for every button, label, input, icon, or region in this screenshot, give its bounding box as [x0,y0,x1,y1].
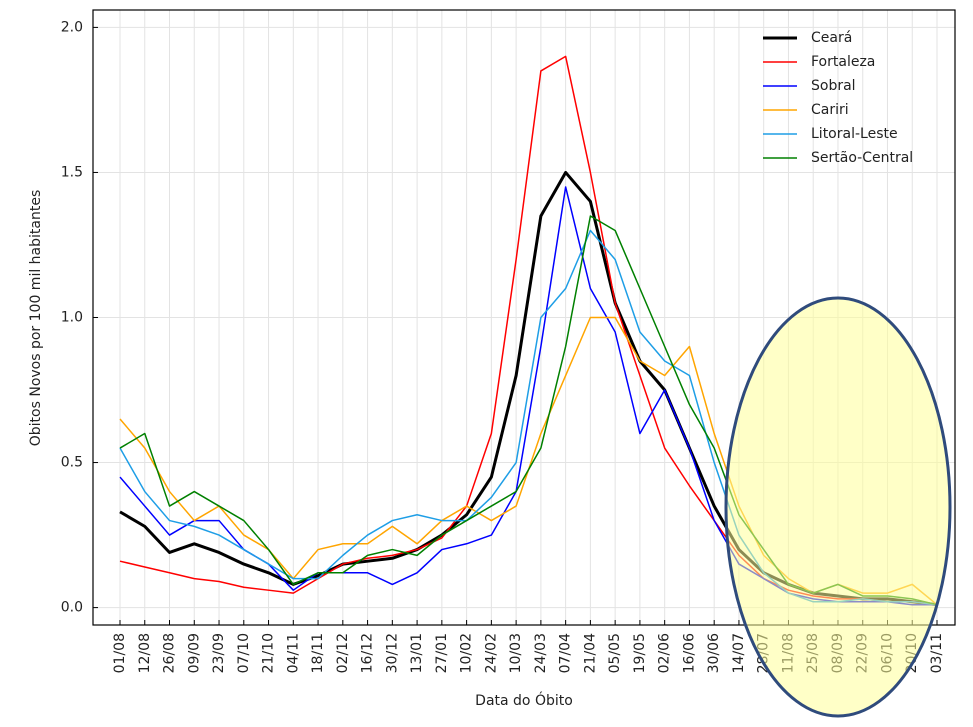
y-tick-label: 1.5 [61,164,83,180]
x-tick-label: 10/02 [459,633,475,673]
legend-label: Fortaleza [811,54,875,70]
x-tick-label: 19/05 [632,633,648,673]
x-tick-label: 26/08 [162,633,178,673]
x-tick-label: 02/12 [335,633,351,673]
x-tick-label: 23/09 [211,633,227,673]
x-tick-label: 03/11 [929,633,945,673]
x-axis-title: Data do Óbito [475,691,573,709]
x-tick-label: 16/12 [360,633,376,673]
x-tick-label: 27/01 [434,633,450,673]
x-tick-label: 18/11 [310,633,326,673]
y-tick-label: 0.0 [61,600,83,616]
x-tick-label: 01/08 [112,633,128,673]
x-tick-label: 07/04 [558,633,574,673]
x-tick-label: 02/06 [657,633,673,673]
x-tick-label: 10/03 [508,633,524,673]
legend-label: Litoral-Leste [811,126,898,142]
plot-frame [92,9,956,626]
y-tick-label: 1.0 [61,310,83,326]
legend-label: Ceará [811,30,852,46]
x-tick-label: 21/04 [582,633,598,673]
x-tick-label: 12/08 [137,633,153,673]
x-tick-label: 24/03 [533,633,549,673]
legend-label: Sertão-Central [811,150,913,166]
x-tick-label: 16/06 [681,633,697,673]
y-tick-label: 2.0 [61,19,83,35]
x-tick-label: 09/09 [186,633,202,673]
y-axis-title: Obitos Novos por 100 mil habitantes [28,190,44,447]
highlight-ellipse [724,296,952,718]
x-tick-label: 13/01 [409,633,425,673]
x-tick-label: 24/02 [483,633,499,673]
x-tick-label: 04/11 [285,633,301,673]
legend-label: Cariri [811,102,849,118]
x-tick-label: 05/05 [607,633,623,673]
y-tick-label: 0.5 [61,455,83,471]
x-tick-label: 07/10 [236,633,252,673]
x-tick-label: 30/12 [384,633,400,673]
x-tick-label: 30/06 [706,633,722,673]
x-tick-label: 21/10 [261,633,277,673]
x-tick-label: 14/07 [731,633,747,673]
legend-label: Sobral [811,78,856,94]
